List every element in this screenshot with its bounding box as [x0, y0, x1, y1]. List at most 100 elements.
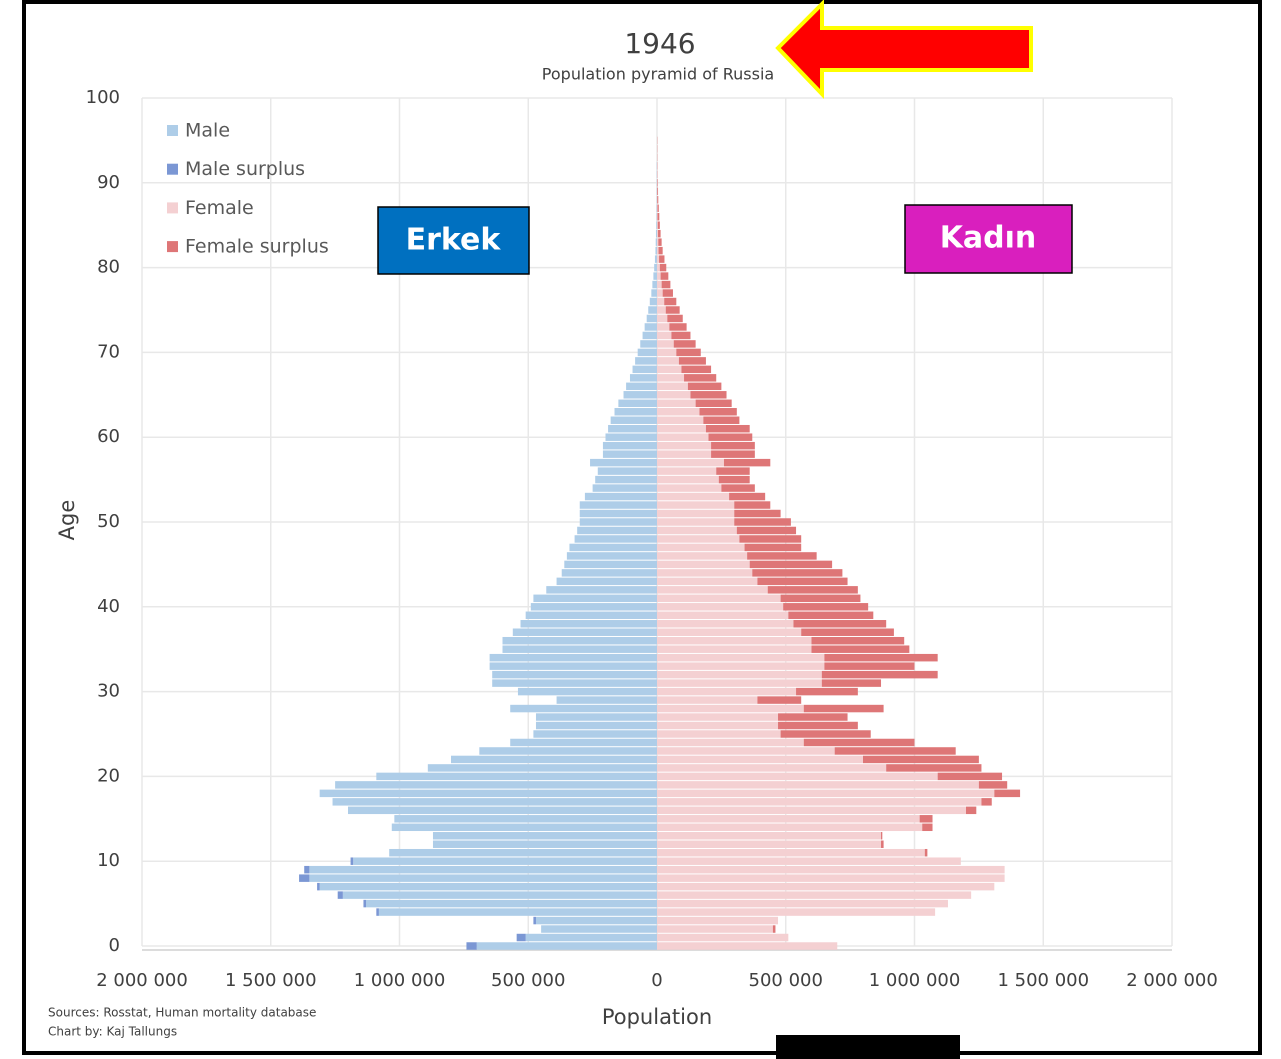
- bar: [834, 747, 956, 755]
- bar: [492, 679, 657, 687]
- bar: [657, 272, 661, 280]
- bar: [629, 374, 657, 382]
- bar: [657, 569, 753, 577]
- bar: [708, 433, 753, 441]
- bar: [535, 721, 657, 730]
- bar: [564, 560, 657, 569]
- bar: [648, 306, 657, 314]
- bar: [657, 416, 704, 424]
- bar: [655, 246, 657, 255]
- bar: [747, 552, 817, 560]
- bar: [657, 628, 802, 636]
- redaction: [776, 1035, 960, 1059]
- bar: [824, 662, 915, 670]
- bar: [657, 857, 961, 865]
- male-annotation: Erkek: [406, 223, 502, 258]
- bar: [657, 806, 966, 815]
- bar: [577, 526, 657, 535]
- y-tick-label: 40: [97, 596, 120, 617]
- female-box: [904, 204, 1073, 274]
- bar: [657, 882, 995, 891]
- bar: [678, 357, 706, 365]
- bar: [718, 475, 750, 484]
- bar: [642, 331, 657, 340]
- bar: [821, 679, 882, 687]
- bar: [657, 899, 948, 908]
- bar: [656, 212, 657, 221]
- bar: [510, 704, 657, 713]
- bar: [657, 764, 887, 772]
- bar: [657, 670, 822, 679]
- bar: [657, 687, 797, 696]
- bar: [863, 755, 979, 764]
- bar: [657, 204, 658, 212]
- bar: [476, 942, 657, 950]
- bar: [803, 738, 915, 747]
- legend-swatch: [167, 202, 178, 214]
- bar: [389, 848, 657, 857]
- bar: [937, 772, 1003, 781]
- bar: [530, 603, 657, 611]
- sources: Sources: Rosstat, Human mortality databa…: [48, 1006, 316, 1020]
- y-tick-label: 30: [97, 681, 120, 702]
- bar: [811, 636, 905, 645]
- bar: [309, 865, 657, 874]
- bar: [772, 925, 776, 933]
- bar: [657, 832, 882, 840]
- bar: [376, 772, 657, 781]
- bar: [317, 882, 320, 891]
- bar: [605, 433, 657, 441]
- bar: [734, 509, 781, 518]
- bar: [922, 823, 933, 832]
- bar: [681, 365, 712, 374]
- bar: [590, 458, 657, 467]
- x-tick-label: 1 500 000: [997, 970, 1089, 991]
- bar: [664, 297, 677, 306]
- bar: [657, 408, 700, 416]
- bar: [978, 781, 1008, 789]
- bar: [541, 925, 657, 933]
- x-tick-label: 500 000: [749, 970, 823, 991]
- x-tick-label: 1 500 000: [225, 970, 317, 991]
- bar: [525, 933, 657, 942]
- bar: [608, 424, 657, 433]
- bar: [659, 255, 665, 263]
- y-tick-label: 80: [97, 257, 120, 278]
- bar: [579, 518, 657, 526]
- bar: [667, 314, 683, 323]
- bar: [533, 916, 536, 925]
- bar: [658, 238, 662, 246]
- legend-label: Female: [185, 197, 254, 219]
- bar: [479, 747, 657, 755]
- bar: [337, 891, 343, 899]
- y-tick-label: 50: [97, 511, 120, 532]
- bar: [924, 848, 928, 857]
- bar: [699, 408, 737, 416]
- bar: [466, 942, 477, 950]
- bar: [780, 594, 861, 603]
- bar: [881, 832, 883, 840]
- bar: [546, 586, 657, 594]
- bar: [780, 730, 871, 738]
- bar: [673, 340, 696, 348]
- y-tick-label: 20: [97, 765, 120, 786]
- bar: [432, 832, 657, 840]
- bar: [767, 586, 858, 594]
- bar: [614, 408, 657, 416]
- bar: [656, 221, 657, 229]
- bar: [304, 865, 310, 874]
- bar: [597, 467, 657, 475]
- bar: [657, 246, 659, 255]
- bar: [394, 815, 657, 823]
- x-tick-label: 2 000 000: [1126, 970, 1218, 991]
- bar: [366, 899, 657, 908]
- bar: [655, 238, 657, 246]
- bar: [657, 645, 812, 653]
- bar: [665, 306, 680, 314]
- bar: [657, 594, 781, 603]
- bar: [348, 806, 657, 815]
- legend-label: Male: [185, 120, 230, 142]
- bar: [657, 933, 789, 942]
- bar: [335, 781, 657, 789]
